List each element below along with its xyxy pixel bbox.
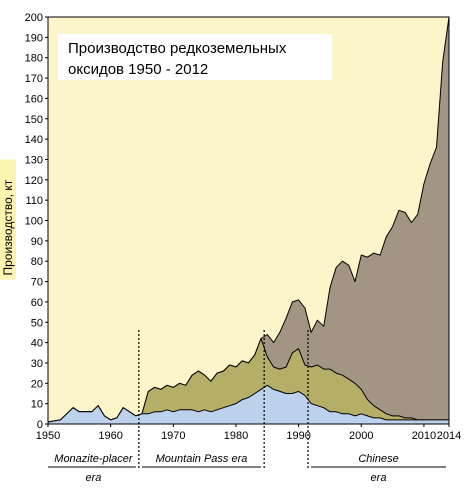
x-tick-label: 2010 [412,430,436,442]
y-tick-label: 160 [25,93,43,105]
era-label: Mountain Pass era [156,453,248,465]
y-tick-label: 110 [25,195,43,207]
y-tick-label: 100 [25,216,43,228]
area-layer-blue [47,384,450,425]
x-tick-label: 1960 [98,430,122,442]
y-tick-label: 50 [31,317,43,329]
plot-area [47,16,450,425]
y-tick-label: 150 [25,114,43,126]
y-tick-label: 60 [31,297,43,309]
y-tick-label: 130 [25,154,43,166]
y-tick-label: 90 [31,236,43,248]
x-tick-label: 1980 [224,430,248,442]
x-tick-label: 2000 [349,430,373,442]
y-tick-label: 40 [31,338,43,350]
y-tick-label: 120 [25,175,43,187]
title-box [58,34,332,80]
y-tick-label: 0 [37,419,43,431]
y-axis-label: Производство, кт [1,179,15,275]
title-line: оксидов 1950 - 2012 [68,61,208,78]
chart-title: Производство редкоземельных оксидов 1950 … [58,34,332,80]
era-label: Monazite-placer [54,453,134,465]
y-tick-label: 190 [25,32,43,44]
x-tick-label: 1950 [36,430,60,442]
title-line: Производство редкоземельных [68,40,287,57]
y-tick-label: 70 [31,277,43,289]
era-label: Chinese [358,453,398,465]
y-axis-label-highlight [0,159,16,280]
y-axis-label-group: Производство, кт [0,159,16,280]
x-tick-label: 1990 [286,430,310,442]
y-tick-label: 170 [25,73,43,85]
x-tick-label: 2014 [437,430,461,442]
y-tick-label: 180 [25,53,43,65]
y-tick-label: 20 [31,378,43,390]
y-tick-label: 10 [31,399,43,411]
y-tick-label: 80 [31,256,43,268]
axes: 0 10 20 30 40 50 60 70 80 90 100 110 120 130 140 150 160… [0,12,461,442]
y-tick-label: 200 [25,12,43,24]
era-label-sub: era [85,472,101,484]
y-tick-label: 30 [31,358,43,370]
era-label-sub: era [371,472,387,484]
y-tick-label: 140 [25,134,43,146]
era-annotations: Monazite-placer era Mountain Pass era Chine… [48,330,446,484]
x-tick-label: 1970 [161,430,185,442]
